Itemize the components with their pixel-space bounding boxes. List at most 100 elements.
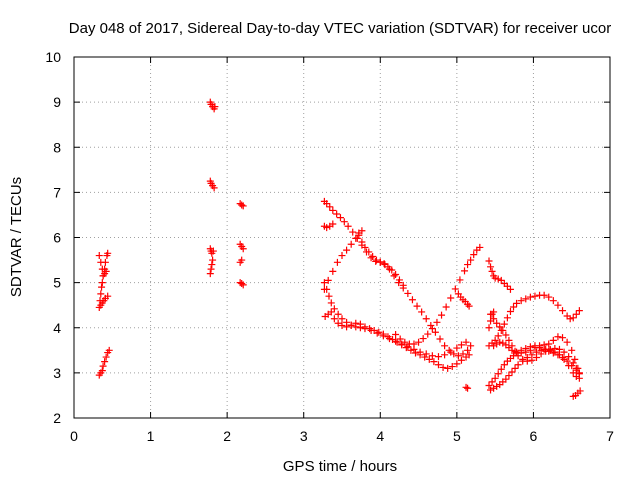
x-tick-label: 7 — [606, 428, 614, 444]
data-point — [239, 281, 247, 289]
data-point — [444, 364, 452, 372]
data-point — [372, 256, 380, 264]
data-point — [572, 310, 580, 318]
data-point — [385, 335, 393, 343]
data-point — [467, 342, 475, 350]
data-point — [451, 285, 459, 293]
data-point — [500, 361, 508, 369]
data-point — [211, 103, 219, 111]
data-point — [343, 246, 351, 254]
data-point — [327, 308, 335, 316]
data-point — [104, 249, 112, 257]
data-point — [421, 353, 429, 361]
data-point — [388, 266, 396, 274]
data-point — [563, 357, 571, 365]
data-point — [485, 382, 493, 390]
data-point — [447, 348, 455, 356]
data-point — [209, 247, 217, 255]
data-point — [496, 338, 504, 346]
data-point — [389, 335, 397, 343]
data-point — [565, 353, 573, 361]
data-point — [370, 326, 378, 334]
data-point — [464, 346, 472, 354]
data-point — [434, 353, 442, 361]
data-point — [334, 319, 342, 327]
data-point — [338, 321, 346, 329]
data-point — [499, 339, 507, 347]
data-point — [502, 375, 510, 383]
data-point — [358, 238, 366, 246]
x-tick-label: 1 — [147, 428, 155, 444]
data-point — [390, 272, 398, 280]
x-tick-label: 3 — [300, 428, 308, 444]
data-point — [496, 323, 504, 331]
grid — [74, 57, 610, 418]
data-point — [330, 305, 338, 313]
data-point — [462, 338, 470, 346]
data-point — [465, 351, 473, 359]
data-point — [324, 276, 332, 284]
data-point — [333, 210, 341, 218]
data-point — [569, 369, 577, 377]
y-tick-label: 3 — [53, 365, 61, 381]
data-point — [99, 362, 107, 370]
data-point — [338, 252, 346, 260]
data-point — [531, 292, 539, 300]
data-point — [488, 378, 496, 386]
data-point — [519, 357, 527, 365]
data-point — [320, 279, 328, 287]
data-point — [563, 338, 571, 346]
data-point — [491, 336, 499, 344]
data-point — [459, 350, 467, 358]
y-tick-label: 10 — [45, 49, 61, 65]
y-tick-label: 7 — [53, 184, 61, 200]
data-point — [574, 364, 582, 372]
data-point — [502, 331, 510, 339]
data-point — [416, 351, 424, 359]
data-point — [494, 332, 502, 340]
data-point — [467, 256, 475, 264]
data-point — [499, 326, 507, 334]
data-point — [528, 351, 536, 359]
data-point — [329, 267, 337, 275]
y-tick-label: 6 — [53, 230, 61, 246]
data-point — [511, 347, 519, 355]
data-point — [450, 350, 458, 358]
data-point — [428, 325, 436, 333]
data-point — [105, 346, 113, 354]
data-point — [427, 321, 435, 329]
data-point — [453, 344, 461, 352]
data-point — [549, 336, 557, 344]
data-point — [422, 315, 430, 323]
data-point — [491, 374, 499, 382]
data-point — [461, 267, 469, 275]
data-point — [554, 333, 562, 341]
data-point — [239, 245, 247, 253]
data-point — [464, 261, 472, 269]
data-point — [537, 346, 545, 354]
data-point — [361, 323, 369, 331]
data-point — [476, 243, 484, 251]
data-point — [399, 281, 407, 289]
data-point — [361, 243, 369, 251]
data-point — [329, 206, 337, 214]
data-point — [551, 348, 559, 356]
data-point — [485, 324, 493, 332]
y-tick-label: 9 — [53, 94, 61, 110]
data-point — [326, 203, 334, 211]
data-point — [493, 319, 501, 327]
data-point — [352, 234, 360, 242]
x-tick-label: 4 — [376, 428, 384, 444]
data-point — [408, 296, 416, 304]
data-point — [500, 320, 508, 328]
data-point — [98, 367, 106, 375]
data-point — [438, 311, 446, 319]
y-tick-label: 4 — [53, 320, 61, 336]
data-point — [410, 340, 418, 348]
data-point — [457, 341, 465, 349]
data-point — [320, 285, 328, 293]
data-point — [575, 307, 583, 315]
data-point — [503, 282, 511, 290]
y-tick-label: 5 — [53, 275, 61, 291]
x-axis-label: GPS time / hours — [283, 458, 397, 475]
